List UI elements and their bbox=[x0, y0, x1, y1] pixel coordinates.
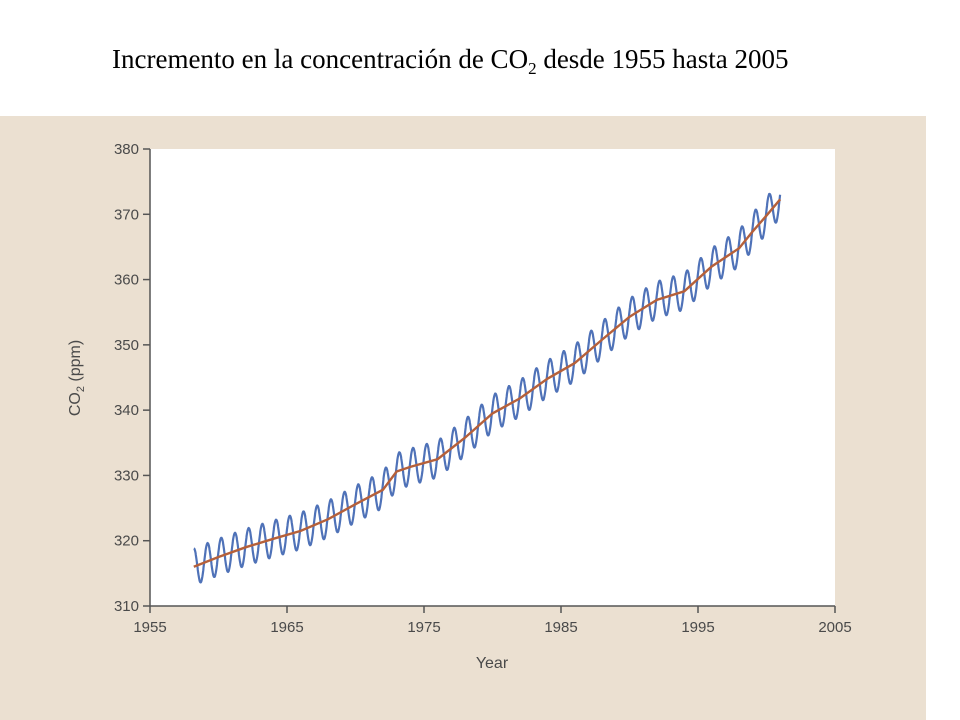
y-axis-title-unit: (ppm) bbox=[67, 340, 84, 386]
plot-area bbox=[150, 149, 835, 606]
y-tick-label: 370 bbox=[114, 206, 139, 223]
x-tick-label: 1955 bbox=[133, 619, 166, 636]
y-tick-label: 310 bbox=[114, 598, 139, 615]
slide-title: Incremento en la concentración de CO2 de… bbox=[0, 44, 960, 78]
x-tick-label: 1985 bbox=[544, 619, 577, 636]
slide-title-prefix: Incremento en la concentración de CO bbox=[112, 44, 529, 74]
series-monthly-line bbox=[193, 192, 782, 584]
co2-chart: 1955 1965 1975 1985 1995 2005 310 320 330 340 350… bbox=[67, 141, 852, 672]
axes bbox=[149, 149, 835, 607]
y-axis-title-main: CO bbox=[67, 392, 84, 416]
y-ticks: 310 320 330 340 350 360 370 380 bbox=[114, 141, 150, 615]
y-tick-label: 320 bbox=[114, 533, 139, 550]
y-tick-label: 330 bbox=[114, 467, 139, 484]
x-tick-label: 1995 bbox=[681, 619, 714, 636]
series-trend-line bbox=[193, 198, 782, 568]
x-ticks: 1955 1965 1975 1985 1995 2005 bbox=[133, 606, 852, 636]
y-tick-label: 380 bbox=[114, 141, 139, 158]
y-tick-label: 360 bbox=[114, 272, 139, 289]
y-axis-title: CO2 (ppm) bbox=[67, 340, 87, 416]
y-axis-title-sub: 2 bbox=[75, 386, 87, 392]
y-tick-label: 340 bbox=[114, 402, 139, 419]
x-axis-title: Year bbox=[476, 655, 509, 672]
y-tick-label: 350 bbox=[114, 337, 139, 354]
x-tick-label: 1975 bbox=[407, 619, 440, 636]
slide-title-suffix: desde 1955 hasta 2005 bbox=[536, 44, 789, 74]
x-tick-label: 1965 bbox=[270, 619, 303, 636]
x-tick-label: 2005 bbox=[818, 619, 851, 636]
figure-panel: 1955 1965 1975 1985 1995 2005 310 320 330 340 350… bbox=[0, 116, 926, 720]
slide-title-subscript: 2 bbox=[528, 59, 537, 78]
